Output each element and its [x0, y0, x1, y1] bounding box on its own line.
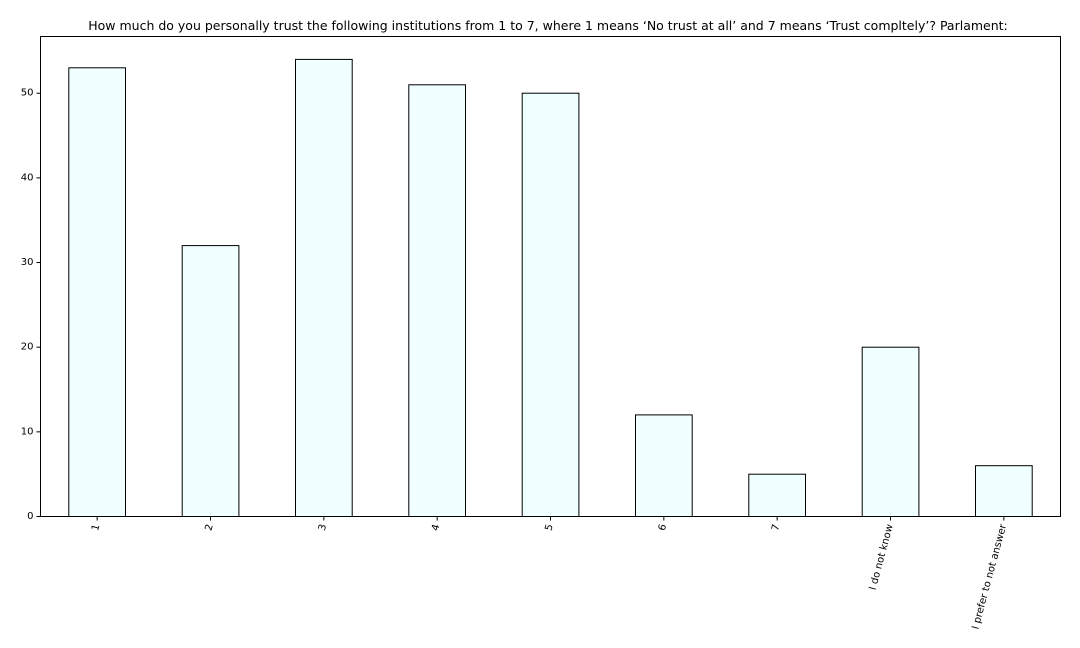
bar-7: [748, 473, 806, 518]
bar-1: [68, 67, 127, 518]
x-tick-label: I prefer to not answer: [970, 522, 1009, 630]
bars-group: [68, 58, 1033, 518]
bar-6: [635, 414, 693, 517]
x-axis: 1 2 3 4 5 6 7 I do not know I prefer to not answ…: [90, 516, 1009, 631]
chart-title: How much do you personally trust the fol…: [88, 18, 1008, 33]
y-tick-label: 10: [21, 426, 34, 437]
bar-4: [408, 84, 466, 518]
x-tick-label: 4: [430, 523, 442, 532]
x-tick-label: 5: [544, 523, 556, 532]
bar-2: [181, 245, 240, 517]
x-tick-label: 7: [770, 523, 782, 532]
bar-3: [295, 58, 353, 518]
plot-frame: [40, 36, 1061, 517]
x-tick-label: 1: [90, 523, 102, 532]
x-tick-label: 2: [204, 523, 216, 532]
y-axis: 0 10 20 30 40 50: [21, 88, 41, 522]
x-tick-label: I do not know: [868, 523, 896, 591]
x-tick-label: 3: [317, 523, 329, 532]
bar-9: [975, 465, 1033, 518]
x-tick-label: 6: [657, 523, 669, 532]
y-tick-label: 20: [21, 342, 34, 353]
y-tick-label: 0: [27, 511, 33, 522]
bar-5: [521, 92, 580, 517]
y-tick-label: 30: [21, 257, 34, 268]
y-tick-label: 40: [21, 172, 34, 183]
y-tick-label: 50: [21, 88, 34, 99]
bar-8: [861, 346, 920, 518]
